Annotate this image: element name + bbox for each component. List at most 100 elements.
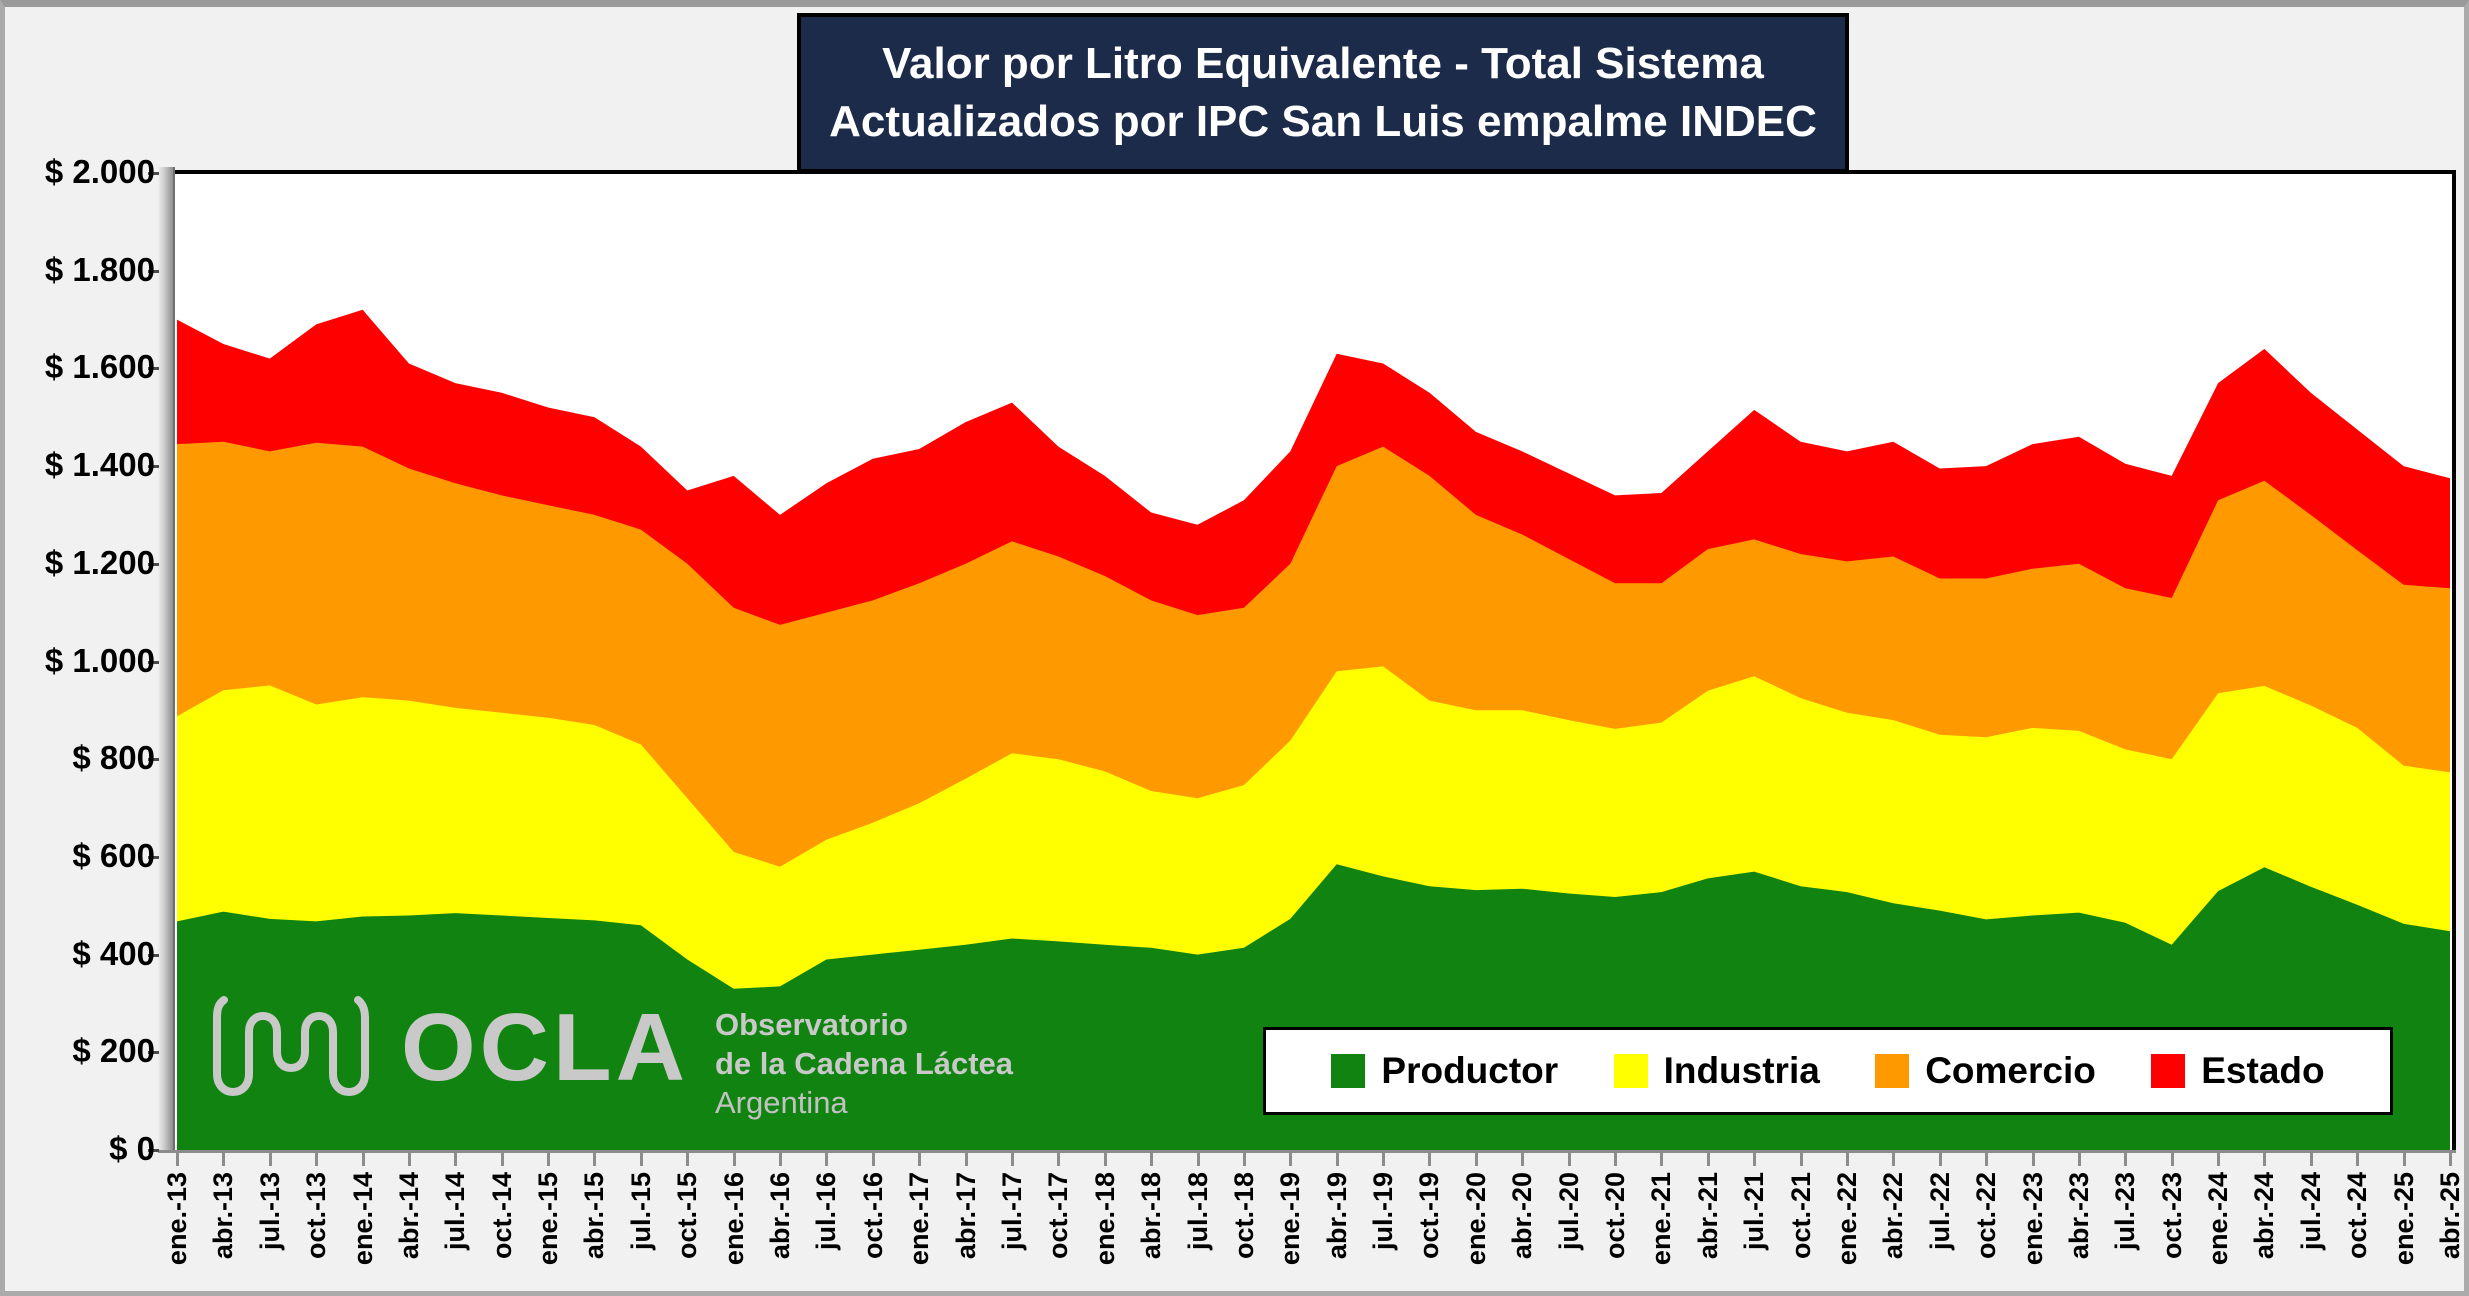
x-axis-label: oct.-14 — [486, 1172, 517, 1260]
legend-label-estado: Estado — [2201, 1050, 2325, 1091]
x-axis-tick — [1521, 1153, 1525, 1166]
x-axis-tick — [1799, 1153, 1803, 1166]
y-axis-tick — [148, 367, 159, 371]
legend-item-productor: Productor — [1331, 1050, 1558, 1092]
legend-swatch-industria-icon — [1613, 1054, 1648, 1088]
x-axis-tick — [2449, 1153, 2452, 1166]
x-axis-label: ene.-21 — [1646, 1172, 1677, 1266]
x-axis-tick — [1057, 1153, 1061, 1166]
x-axis-tick — [732, 1153, 736, 1166]
x-axis-tick — [2170, 1153, 2174, 1166]
x-axis-label: abr.-16 — [765, 1172, 796, 1260]
x-axis-label: jul.-24 — [2295, 1172, 2326, 1251]
y-axis-label: $ 1.800 — [44, 250, 155, 288]
plot-border-right — [2452, 170, 2456, 1153]
ocla-logo: OCLA Observatorio de la Cadena Láctea Ar… — [210, 992, 1013, 1122]
y-axis-label: $ 200 — [72, 1032, 155, 1070]
x-axis-label: abr.-23 — [2063, 1172, 2094, 1260]
chart-title-line2: Actualizados por IPC San Luis empalme IN… — [829, 97, 1817, 146]
legend-item-industria: Industria — [1613, 1050, 1820, 1092]
ocla-wordmark: OCLA — [401, 994, 689, 1101]
x-axis-label: abr.-21 — [1692, 1172, 1723, 1260]
x-axis-tick — [1614, 1153, 1618, 1166]
x-axis-tick — [1242, 1153, 1246, 1166]
x-axis-label: jul.-20 — [1553, 1172, 1584, 1251]
y-axis-label: $ 1.600 — [44, 348, 155, 386]
x-axis-label: abr.-18 — [1136, 1172, 1167, 1260]
y-axis-tick — [148, 953, 159, 957]
x-axis-label: oct.-21 — [1785, 1172, 1816, 1260]
x-axis-label: abr.-19 — [1321, 1172, 1352, 1260]
x-axis — [158, 1150, 2456, 1153]
x-axis-label: jul.-23 — [2110, 1172, 2141, 1251]
legend-swatch-productor-icon — [1331, 1054, 1366, 1088]
x-axis-tick — [2356, 1153, 2360, 1166]
x-axis-tick — [2402, 1153, 2406, 1166]
x-axis-label: abr.-20 — [1507, 1172, 1538, 1260]
y-axis-tick — [148, 855, 159, 859]
x-axis-tick — [222, 1153, 226, 1166]
x-axis-label: ene.-16 — [718, 1172, 749, 1266]
y-axis-tick — [148, 562, 159, 566]
x-axis-label: oct.-18 — [1228, 1172, 1259, 1260]
x-axis-tick — [2309, 1153, 2313, 1166]
x-axis-label: abr.-13 — [208, 1172, 239, 1260]
y-axis-tick — [148, 1149, 159, 1152]
x-axis-tick — [639, 1153, 643, 1166]
x-axis-tick — [1150, 1153, 1154, 1166]
y-axis-tick — [148, 269, 159, 273]
legend-label-productor: Productor — [1381, 1050, 1559, 1091]
x-axis-tick — [454, 1153, 458, 1166]
x-axis-label: ene.-15 — [533, 1172, 564, 1266]
x-axis-label: jul.-13 — [254, 1172, 285, 1251]
x-axis-label: abr.-25 — [2435, 1172, 2465, 1260]
x-axis-tick — [2124, 1153, 2128, 1166]
legend-swatch-estado-icon — [2151, 1054, 2186, 1088]
y-axis-label: $ 800 — [72, 739, 155, 777]
x-axis-tick — [825, 1153, 829, 1166]
chart-title-line1: Valor por Litro Equivalente - Total Sist… — [882, 38, 1764, 88]
y-axis-tick — [148, 172, 159, 175]
x-axis-label: ene.-17 — [904, 1172, 935, 1266]
x-axis-tick — [1103, 1153, 1107, 1166]
x-axis-tick — [1660, 1153, 1664, 1166]
x-axis-label: ene.-13 — [162, 1172, 192, 1266]
y-axis-label: $ 1.000 — [44, 641, 155, 679]
x-axis-label: abr.-14 — [393, 1172, 424, 1260]
x-axis-label: abr.-22 — [1878, 1172, 1909, 1260]
x-axis-tick — [407, 1153, 411, 1166]
x-axis-tick — [2031, 1153, 2035, 1166]
x-axis-label: jul.-19 — [1368, 1172, 1399, 1251]
chart-title-box: Valor por Litro Equivalente - Total Sist… — [797, 13, 1849, 173]
ocla-subtitle: Observatorio de la Cadena Láctea Argenti… — [715, 1006, 1013, 1122]
legend-label-comercio: Comercio — [1925, 1050, 2096, 1091]
y-axis — [158, 167, 175, 1153]
chart-legend: Productor Industria Comercio Estado — [1263, 1027, 2393, 1115]
x-axis-label: jul.-17 — [996, 1172, 1027, 1251]
x-axis-tick — [1289, 1153, 1293, 1166]
x-axis-tick — [1938, 1153, 1942, 1166]
x-axis-label: ene.-14 — [347, 1172, 378, 1266]
x-axis-tick — [2217, 1153, 2221, 1166]
x-axis-tick — [779, 1153, 783, 1166]
y-axis-label: $ 400 — [72, 934, 155, 972]
stacked-area-chart — [177, 309, 2450, 1150]
x-axis-tick — [686, 1153, 690, 1166]
x-axis-tick — [315, 1153, 319, 1166]
y-axis-tick — [148, 465, 159, 469]
x-axis-label: jul.-16 — [811, 1172, 842, 1251]
legend-label-industria: Industria — [1663, 1050, 1820, 1091]
x-axis-tick — [176, 1153, 179, 1166]
x-axis-label: ene.-18 — [1089, 1172, 1120, 1266]
x-axis-label: ene.-22 — [1831, 1172, 1862, 1266]
x-axis-tick — [268, 1153, 272, 1166]
x-axis-tick — [547, 1153, 551, 1166]
x-axis-tick — [1985, 1153, 1989, 1166]
ocla-wave-icon — [213, 996, 369, 1097]
ocla-subtitle-line3: Argentina — [714, 1084, 848, 1120]
x-axis-label: oct.-15 — [672, 1172, 703, 1260]
x-axis-tick — [1567, 1153, 1571, 1166]
x-axis-label: jul.-21 — [1739, 1172, 1770, 1251]
x-axis-tick — [2263, 1153, 2267, 1166]
